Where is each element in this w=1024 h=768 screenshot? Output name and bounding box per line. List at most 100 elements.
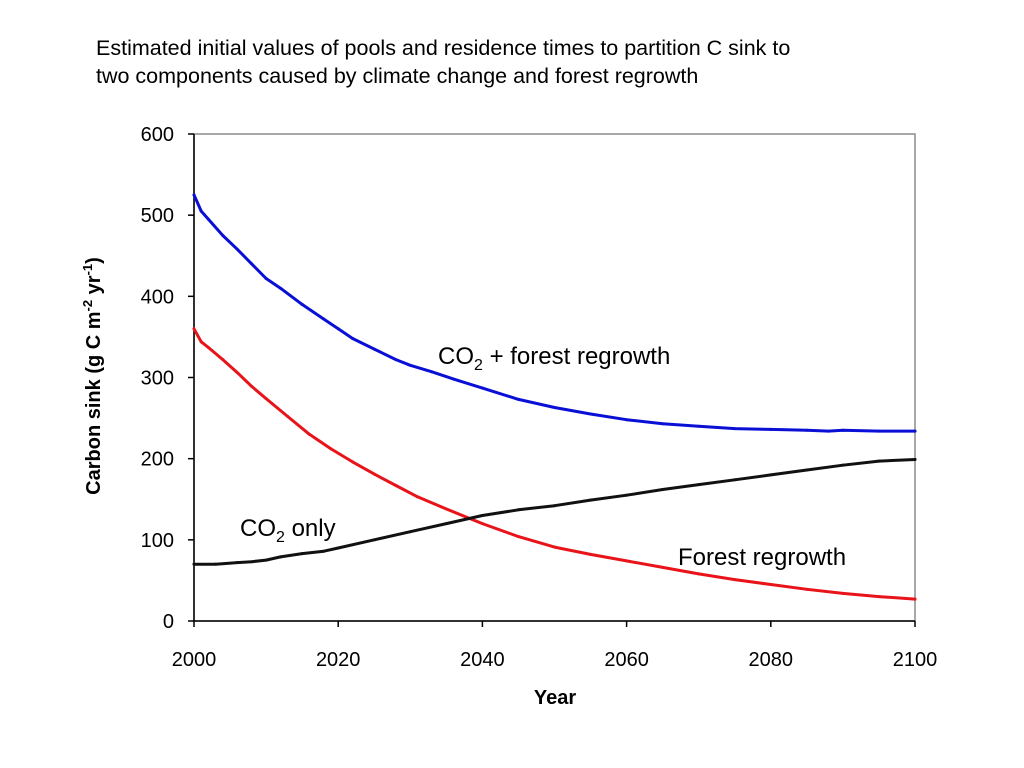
data-point-forest [877,595,881,599]
data-point-co2_forest [625,418,629,422]
x-tick-label: 2040 [460,649,505,671]
data-point-co2_forest [805,428,809,432]
data-point-forest [394,483,398,487]
data-point-co2 [877,459,881,463]
data-point-forest [913,597,917,601]
data-point-forest [307,432,311,436]
data-point-co2_forest [841,428,845,432]
data-point-forest [841,591,845,595]
data-point-co2 [235,561,239,565]
data-point-forest [769,582,773,586]
data-point-forest [372,472,376,476]
data-point-forest [416,495,420,499]
x-tick-label: 2080 [749,649,794,671]
data-point-co2 [322,549,326,553]
series-co2_forest [192,193,917,433]
data-point-co2 [769,473,773,477]
y-tick-label: 600 [141,124,174,146]
data-point-forest [264,397,268,401]
data-point-co2_forest [264,276,268,280]
y-tick-label: 0 [163,611,174,633]
data-point-co2 [661,488,665,492]
data-point-co2_forest [279,286,283,290]
data-point-forest [206,345,210,349]
data-point-co2_forest [250,262,254,266]
data-point-forest [516,535,520,539]
series-co2 [192,457,917,566]
data-point-co2_forest [221,233,225,237]
data-point-co2_forest [300,302,304,306]
data-point-co2_forest [430,370,434,374]
data-point-co2_forest [913,429,917,433]
y-tick-label: 300 [141,368,174,390]
data-point-co2_forest [199,209,203,213]
data-point-co2_forest [826,429,830,433]
data-point-co2 [192,562,196,566]
series-line-forest [192,327,917,601]
data-point-forest [235,371,239,375]
data-point-co2_forest [336,327,340,331]
data-point-co2 [697,483,701,487]
data-point-co2 [264,558,268,562]
x-tick-label: 2000 [172,649,217,671]
data-point-forest [329,447,333,451]
x-tick-label: 2060 [604,649,649,671]
data-point-co2 [733,478,737,482]
data-point-co2 [516,508,520,512]
data-point-co2 [444,522,448,526]
data-point-co2 [250,560,254,564]
y-tick-label: 400 [141,286,174,308]
series-forest [192,327,917,601]
data-point-co2 [805,468,809,472]
x-axis-label: Year [534,687,576,709]
data-point-co2_forest [661,422,665,426]
data-point-co2_forest [372,347,376,351]
data-point-co2_forest [697,424,701,428]
data-point-forest [286,414,290,418]
series-layer [192,193,917,601]
data-point-co2_forest [192,193,196,197]
data-point-co2_forest [452,377,456,381]
data-point-forest [351,460,355,464]
data-point-co2_forest [516,397,520,401]
data-point-co2_forest [589,412,593,416]
series-line-co2_forest [192,193,917,433]
y-tick-label: 500 [141,205,174,227]
data-point-co2_forest [351,337,355,341]
data-point-co2 [279,555,283,559]
data-point-co2_forest [235,247,239,251]
data-point-co2_forest [322,317,326,321]
data-point-forest [250,384,254,388]
data-point-co2 [625,493,629,497]
chart-title-line-1: Estimated initial values of pools and re… [96,36,791,60]
y-tick-label: 200 [141,449,174,471]
data-point-co2 [589,498,593,502]
data-point-forest [480,522,484,526]
data-point-co2_forest [877,429,881,433]
chart-title: Estimated initial values of pools and re… [96,34,976,90]
chart-title-line-2: two components caused by climate change … [96,64,699,88]
data-point-forest [444,507,448,511]
axes: 0 100 200 300 400 500 600 2000 2020 2040 2060 2080 2… [141,124,938,671]
data-point-co2 [841,463,845,467]
data-point-forest [192,327,196,331]
data-point-forest [221,358,225,362]
data-point-co2 [553,504,556,508]
data-point-co2_forest [394,358,398,362]
data-point-co2 [408,530,412,534]
x-tick-label: 2020 [316,649,361,671]
data-point-forest [697,572,701,576]
data-point-co2 [913,457,917,461]
data-point-co2 [480,513,484,517]
x-tick-label: 2100 [893,649,938,671]
data-point-co2 [336,546,340,550]
data-point-forest [199,340,203,344]
data-point-co2_forest [553,406,556,410]
data-point-co2_forest [769,427,773,431]
data-point-forest [553,545,556,549]
data-point-co2_forest [480,386,484,390]
data-point-forest [625,559,629,563]
data-point-co2 [214,562,218,566]
y-axis-label: Carbon sink (g C m-2 yr-1) [80,257,105,495]
